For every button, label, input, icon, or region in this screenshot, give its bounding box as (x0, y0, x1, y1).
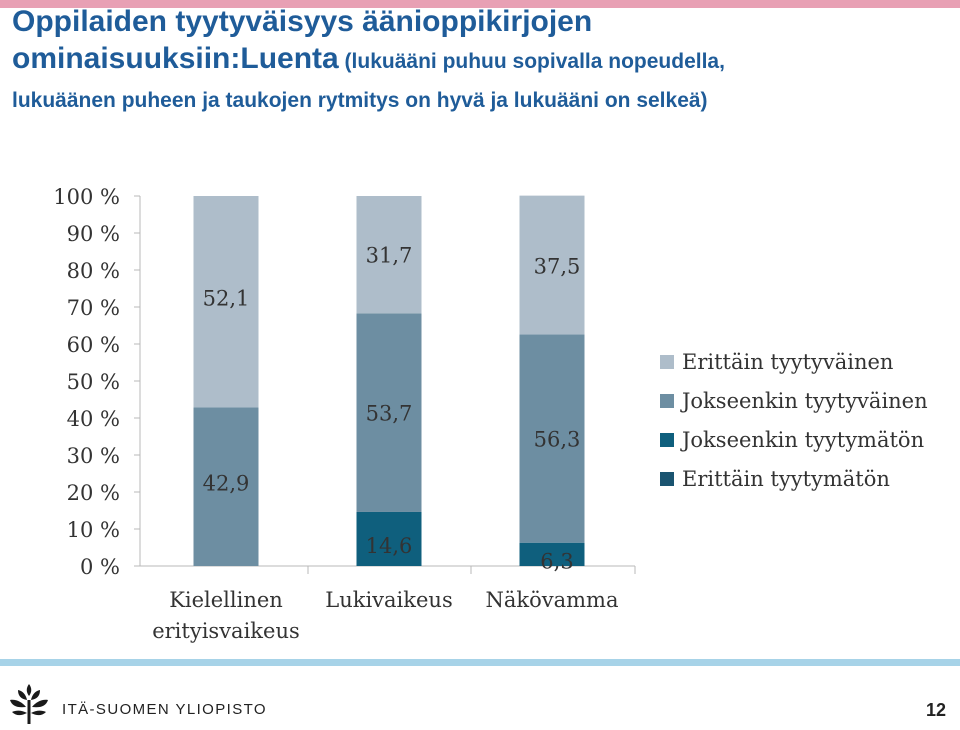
y-tick-label: 80 % (67, 259, 120, 283)
bar-segment (356, 511, 422, 566)
data-label: 31,7 (366, 244, 413, 268)
data-label: 52,1 (203, 286, 250, 310)
title-line-2: ominaisuuksiin:Luenta (lukuääni puhuu so… (12, 40, 952, 81)
page-number: 12 (925, 700, 946, 720)
y-tick-label: 10 % (67, 518, 120, 542)
legend-label: Erittäin tyytyväinen (682, 349, 894, 374)
bar-segment (356, 196, 422, 314)
top-accent-bar (0, 0, 960, 8)
bar-segment (356, 313, 422, 512)
title-line-2-sub: (lukuääni puhuu sopivalla nopeudella, (338, 50, 725, 73)
legend-item: Erittäin tyytymätön (660, 459, 928, 498)
title-line-1: Oppilaiden tyytyväisyys äänioppikirjojen (12, 5, 593, 38)
legend-swatch (660, 471, 674, 486)
bar-segment (193, 214, 259, 408)
legend-label: Erittäin tyytymätön (682, 466, 890, 491)
data-label: 56,3 (534, 428, 581, 452)
university-name: ITÄ-SUOMEN YLIOPISTO (62, 701, 267, 718)
y-tick-label: 20 % (67, 481, 120, 505)
title-line-2-main: ominaisuuksiin:Luenta (12, 42, 339, 75)
bar-segment (519, 542, 585, 566)
x-category-label: Kielellinen (169, 588, 283, 612)
y-tick-label: 0 % (80, 555, 120, 579)
bar-segment (193, 407, 259, 566)
bottom-accent-bar (0, 659, 960, 666)
x-category-label: erityisvaikeus (152, 619, 300, 643)
x-category-label: Lukivaikeus (325, 588, 452, 612)
legend-swatch (660, 354, 674, 369)
data-label: 37,5 (534, 254, 581, 278)
data-label: 6,3 (540, 549, 573, 573)
y-tick-label: 50 % (67, 370, 120, 394)
legend-item: Jokseenkin tyytymätön (660, 420, 928, 459)
legend-label: Jokseenkin tyytymätön (682, 427, 925, 452)
x-category-label: Näkövamma (486, 588, 619, 612)
data-label: 14,6 (366, 534, 413, 558)
legend-item: Erittäin tyytyväinen (660, 342, 928, 381)
stacked-bar-chart: 0 % 10 % 20 % 30 % 40 % 50 % 60 % 70 % 80 % 90 % 1… (53, 185, 636, 643)
y-tick-label: 30 % (67, 444, 120, 468)
data-label: 53,7 (366, 402, 413, 426)
y-tick-label: 100 % (53, 185, 120, 209)
bar-segment (519, 195, 585, 335)
bar-segment (193, 196, 259, 215)
y-tick-label: 40 % (67, 407, 120, 431)
y-tick-label: 70 % (67, 296, 120, 320)
legend-label: Jokseenkin tyytyväinen (682, 388, 928, 413)
university-logo-icon (10, 684, 48, 724)
bar-segment (519, 334, 585, 543)
title-line-3: lukuäänen puheen ja taukojen rytmitys on… (12, 89, 708, 112)
data-label: 42,9 (203, 471, 250, 495)
page-title: Oppilaiden tyytyväisyys äänioppikirjojen… (12, 4, 952, 121)
y-tick-label: 90 % (67, 222, 120, 246)
legend-swatch (660, 393, 674, 408)
chart-legend: Erittäin tyytyväinen Jokseenkin tyytyväin… (660, 342, 928, 498)
legend-item: Jokseenkin tyytyväinen (660, 381, 928, 420)
legend-swatch (660, 432, 674, 447)
y-tick-label: 60 % (67, 333, 120, 357)
